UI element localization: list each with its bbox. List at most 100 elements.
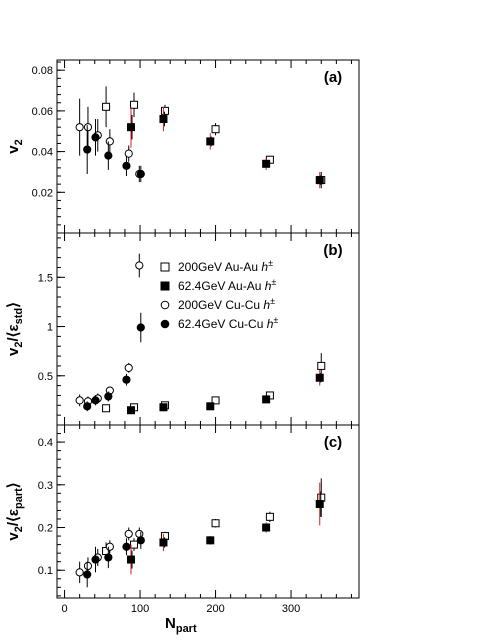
data-point	[126, 123, 135, 132]
data-point	[105, 542, 114, 551]
data-point	[104, 392, 113, 401]
series-filled-circle	[83, 531, 145, 588]
legend-label: 62.4GeV Cu-Cu h±	[178, 315, 278, 331]
y-tick-label: 0.4	[38, 437, 53, 449]
y-tick-label: 1.5	[38, 272, 53, 284]
y-tick-label: 0.04	[32, 147, 53, 159]
series-open-circle	[75, 527, 144, 584]
y-tick-label: 0.2	[38, 523, 53, 535]
data-point	[83, 570, 92, 579]
y-tick-label: 0.08	[32, 65, 53, 77]
data-point	[130, 100, 139, 109]
legend-label-italic: h	[265, 279, 272, 293]
data-point	[75, 123, 84, 132]
y-tick-label: 0.3	[38, 480, 53, 492]
legend-label-text: 200GeV Au-Au	[178, 260, 261, 274]
data-point	[75, 568, 84, 577]
series-filled-square	[126, 106, 324, 189]
y-axis-label-main: v	[5, 145, 22, 154]
panel-0: 0.02 0.04 0.06 0.08 (a) v2	[5, 59, 360, 234]
y-axis-label: v2	[5, 139, 25, 153]
series-open-circle	[75, 253, 144, 407]
x-tick-label: 0	[61, 603, 67, 615]
y-axis-label-sub: 2	[13, 526, 25, 532]
y-axis-label-denominator-sub: std	[13, 308, 25, 325]
data-point	[126, 406, 135, 415]
data-point	[126, 555, 135, 564]
legend-marker	[160, 300, 170, 310]
data-point	[262, 523, 271, 532]
data-point	[104, 553, 113, 562]
legend-label-italic: h	[263, 298, 270, 312]
data-point	[317, 361, 326, 370]
data-point	[130, 540, 139, 549]
y-axis-label: v2/⟨εpart⟩	[5, 482, 25, 540]
y-axis-label-bracket-open: /⟨	[5, 331, 22, 341]
data-point	[91, 133, 100, 142]
legend-label-superscript: ±	[271, 277, 276, 287]
data-point	[122, 161, 131, 170]
data-point	[83, 561, 93, 571]
data-point	[83, 145, 92, 154]
data-point	[75, 396, 84, 405]
data-point	[315, 176, 324, 185]
y-tick-label: 0.02	[32, 187, 53, 199]
y-axis-label-denominator: ε	[5, 324, 22, 331]
series-filled-square	[126, 482, 324, 575]
y-axis-label-main: v	[5, 532, 22, 541]
data-point	[124, 363, 133, 372]
x-tick-label: 200	[206, 603, 224, 615]
data-point	[159, 538, 168, 547]
series-open-circle	[75, 98, 144, 183]
y-tick-label: 0.5	[38, 371, 53, 383]
y-axis-label-bracket-close: ⟩	[5, 482, 22, 488]
panel-1: 0.5 1 1.5 (b) v2/⟨εstd⟩	[5, 232, 360, 426]
data-point	[262, 159, 271, 168]
panel-tag: (a)	[324, 69, 342, 86]
y-tick-label: 0.1	[38, 565, 53, 577]
data-point	[136, 536, 145, 545]
data-point	[122, 542, 131, 551]
series-open-square	[102, 478, 326, 560]
data-point	[122, 375, 131, 384]
legend-label-text: 62.4GeV Au-Au	[178, 279, 265, 293]
panel-frame	[56, 424, 360, 599]
data-point	[136, 323, 145, 332]
data-point	[104, 151, 113, 160]
data-point	[124, 149, 133, 158]
panel-2: 0.1 0.2 0.3 0.4 (c) v2/⟨εpart⟩	[5, 424, 360, 599]
y-axis-label: v2/⟨εstd⟩	[5, 302, 25, 356]
data-point	[315, 500, 324, 509]
y-axis-label-bracket-close: ⟩	[5, 302, 22, 308]
x-axis-label-sub: part	[176, 623, 197, 635]
y-axis-label-bracket-open: /⟨	[5, 516, 22, 526]
series-filled-square	[126, 369, 324, 415]
legend-marker	[160, 319, 170, 329]
legend-label-italic: h	[261, 260, 268, 274]
y-axis-label-denominator: ε	[5, 509, 22, 516]
x-axis-label: Npart	[165, 615, 197, 635]
data-point	[211, 396, 220, 405]
legend-label-superscript: ±	[268, 258, 273, 268]
legend-label-superscript: ±	[273, 315, 278, 325]
data-point	[102, 102, 111, 111]
y-tick-label: 0.06	[32, 106, 53, 118]
data-point	[315, 373, 324, 382]
legend-marker	[160, 262, 170, 272]
data-point	[135, 261, 144, 270]
data-point	[102, 404, 111, 413]
data-point	[159, 115, 168, 124]
y-axis-label-main: v	[5, 347, 22, 356]
data-point	[206, 536, 215, 545]
data-point	[265, 512, 274, 521]
y-axis-label-sub: 2	[13, 139, 25, 145]
data-point	[83, 123, 93, 132]
data-point	[206, 402, 215, 411]
data-point	[159, 403, 168, 412]
series-filled-circle	[83, 312, 145, 412]
x-tick-label: 100	[131, 603, 149, 615]
panel-tag: (c)	[324, 434, 342, 451]
legend-label-text: 62.4GeV Cu-Cu	[178, 317, 267, 331]
